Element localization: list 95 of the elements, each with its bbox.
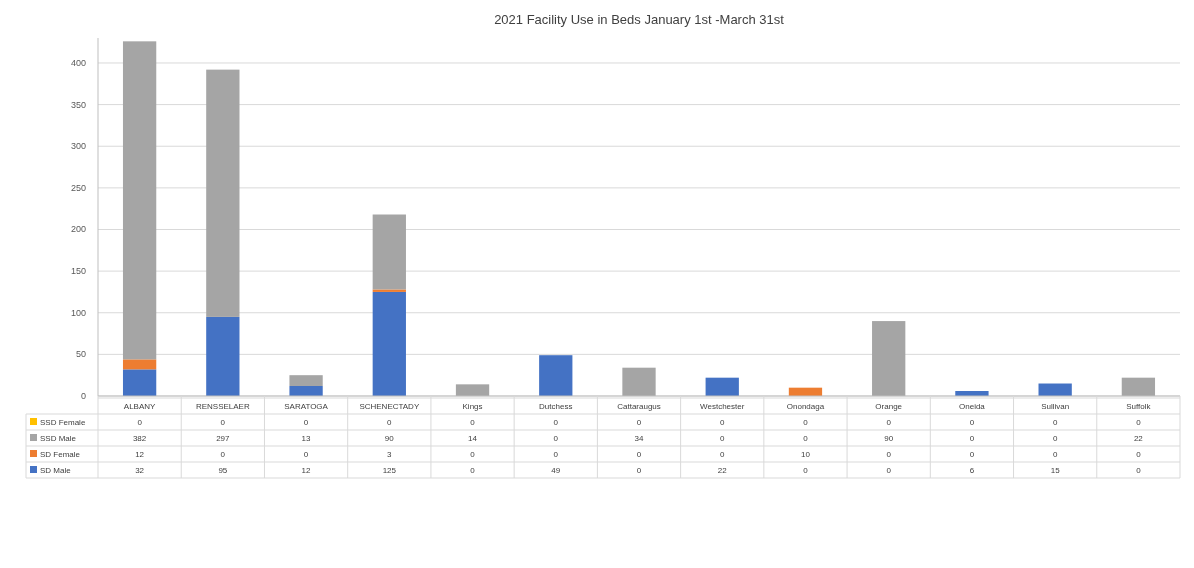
data-label: 0 [1136, 466, 1142, 475]
data-label: 0 [886, 418, 892, 427]
data-label: 0 [137, 418, 143, 427]
data-label: 22 [717, 466, 728, 475]
data-label: 13 [301, 434, 312, 443]
x-tick-label: Suffolk [1126, 402, 1152, 411]
x-tick-label: Cattaraugus [617, 402, 661, 411]
data-label: 0 [553, 418, 559, 427]
y-tick-label: 300 [70, 141, 86, 152]
bar [122, 369, 157, 396]
data-label: 382 [132, 434, 147, 443]
y-tick-label: 350 [70, 99, 86, 110]
data-label: 0 [470, 450, 476, 459]
x-tick-label: Dutchess [539, 402, 573, 411]
data-label: 0 [1136, 418, 1142, 427]
bar [206, 316, 240, 396]
bar [122, 41, 157, 360]
x-tick-label: RENSSELAER [195, 402, 250, 411]
y-tick-label: 200 [70, 224, 86, 235]
data-label: 0 [470, 466, 476, 475]
data-label: 15 [1050, 466, 1061, 475]
bar [289, 375, 323, 387]
data-label: 0 [1136, 450, 1142, 459]
data-label: 297 [216, 434, 231, 443]
bar [1121, 377, 1156, 396]
bar [622, 367, 656, 396]
data-label: 0 [803, 466, 809, 475]
data-label: 0 [969, 450, 975, 459]
data-label: 0 [303, 450, 309, 459]
bar [122, 359, 157, 370]
y-tick-label: 50 [75, 349, 86, 360]
data-label: 0 [636, 466, 642, 475]
bar [372, 291, 406, 396]
data-label: 0 [1052, 434, 1058, 443]
data-label: 6 [969, 466, 975, 475]
data-label: 0 [803, 418, 809, 427]
data-label: 10 [801, 450, 811, 459]
x-tick-label: Onondaga [786, 402, 825, 411]
bar [539, 355, 573, 396]
data-label: 0 [886, 450, 892, 459]
x-tick-label: SARATOGA [284, 402, 329, 411]
data-label: 0 [969, 418, 975, 427]
x-tick-label: SCHENECTADY [359, 402, 420, 411]
bar [372, 214, 406, 290]
y-tick-label: 250 [70, 182, 86, 193]
legend-label: SD Female [40, 450, 81, 459]
data-label: 0 [803, 434, 809, 443]
data-label: 0 [1052, 418, 1058, 427]
data-label: 34 [634, 434, 644, 443]
data-label: 95 [218, 466, 228, 475]
data-label: 0 [470, 418, 476, 427]
x-tick-label: Orange [875, 402, 903, 411]
chart-title: 2021 Facility Use in Beds January 1st -March 31st [494, 12, 785, 27]
x-tick-label: Sullivan [1041, 402, 1070, 411]
data-label: 32 [135, 466, 145, 475]
x-tick-label: Kings [462, 402, 483, 411]
data-label: 3 [387, 450, 393, 459]
bar [455, 384, 490, 396]
bar [206, 69, 240, 317]
data-label: 0 [387, 418, 393, 427]
x-tick-label: ALBANY [123, 402, 157, 411]
data-label: 22 [1133, 434, 1144, 443]
data-label: 90 [884, 434, 894, 443]
data-label: 0 [220, 450, 226, 459]
data-label: 0 [636, 418, 642, 427]
data-label: 0 [886, 466, 892, 475]
data-label: 12 [301, 466, 312, 475]
bar [872, 321, 906, 396]
legend-label: SSD Male [40, 434, 77, 443]
data-label: 0 [1052, 450, 1058, 459]
bar [289, 386, 323, 396]
y-tick-label: 0 [80, 391, 86, 401]
x-tick-label: Westchester [700, 402, 745, 411]
legend-label: SSD Female [40, 418, 86, 427]
data-label: 0 [636, 450, 642, 459]
data-label: 12 [135, 450, 145, 459]
bar [705, 377, 739, 396]
data-label: 0 [720, 434, 725, 443]
data-label: 14 [468, 434, 478, 443]
data-label: 0 [720, 450, 725, 459]
bar [372, 289, 406, 292]
data-label: 0 [303, 418, 309, 427]
data-label: 90 [384, 434, 395, 443]
data-label: 0 [720, 418, 725, 427]
data-label: 49 [551, 466, 561, 475]
legend-label: SD Male [40, 466, 72, 475]
y-tick-label: 400 [70, 57, 86, 68]
data-label: 0 [553, 434, 559, 443]
y-tick-label: 100 [70, 307, 86, 318]
y-tick-label: 150 [70, 266, 86, 277]
data-label: 0 [220, 418, 226, 427]
x-tick-label: Oneida [959, 402, 986, 411]
data-label: 125 [382, 466, 397, 475]
data-label: 0 [969, 434, 975, 443]
data-label: 0 [553, 450, 559, 459]
